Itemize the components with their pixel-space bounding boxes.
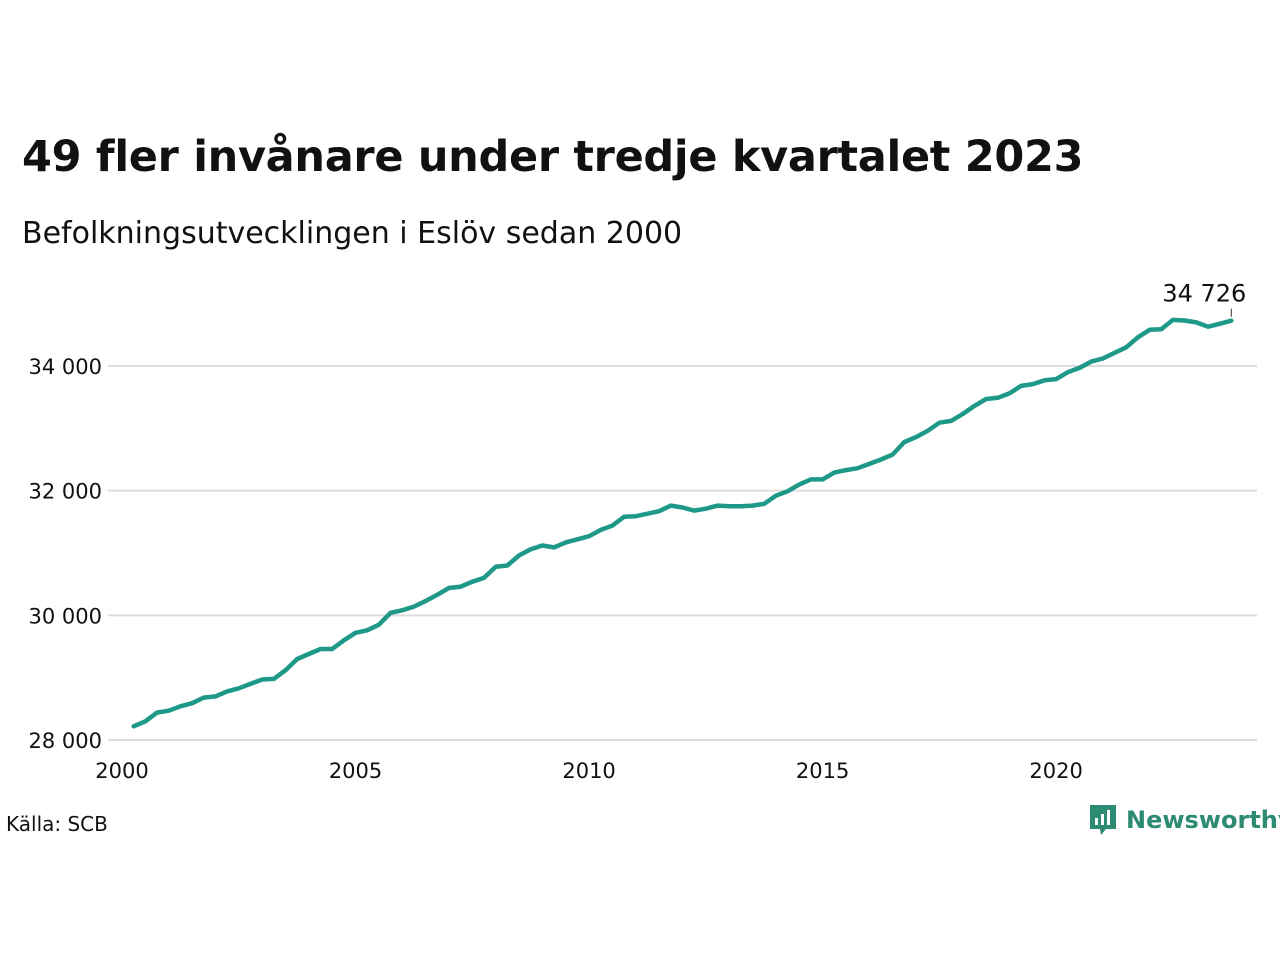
x-tick-label: 2000 — [95, 759, 148, 783]
chart-title: 49 fler invånare under tredje kvartalet … — [22, 132, 1084, 182]
x-tick-label: 2010 — [562, 759, 615, 783]
newsworthy-logo-icon — [1090, 805, 1116, 835]
x-axis-labels: 2000 2005 2010 2015 2020 — [95, 759, 1083, 783]
line-chart: 28 000 30 000 32 000 34 000 2000 2005 2010 201… — [29, 280, 1257, 783]
x-tick-label: 2005 — [329, 759, 382, 783]
y-tick-label: 30 000 — [29, 604, 102, 628]
y-axis-labels: 28 000 30 000 32 000 34 000 — [29, 355, 102, 753]
y-tick-label: 34 000 — [29, 355, 102, 379]
x-tick-label: 2015 — [796, 759, 849, 783]
population-line — [131, 317, 1234, 729]
newsworthy-logo-text: Newsworthy — [1126, 806, 1280, 834]
y-tick-label: 32 000 — [29, 480, 102, 504]
chart-subtitle: Befolkningsutvecklingen i Eslöv sedan 20… — [22, 216, 683, 251]
y-tick-label: 28 000 — [29, 729, 102, 753]
x-tick-label: 2020 — [1029, 759, 1082, 783]
gridlines — [108, 365, 1257, 741]
end-value-label: 34 726 — [1162, 280, 1246, 308]
newsworthy-logo[interactable]: Newsworthy — [1088, 803, 1280, 837]
source-note: Källa: SCB — [6, 812, 108, 836]
